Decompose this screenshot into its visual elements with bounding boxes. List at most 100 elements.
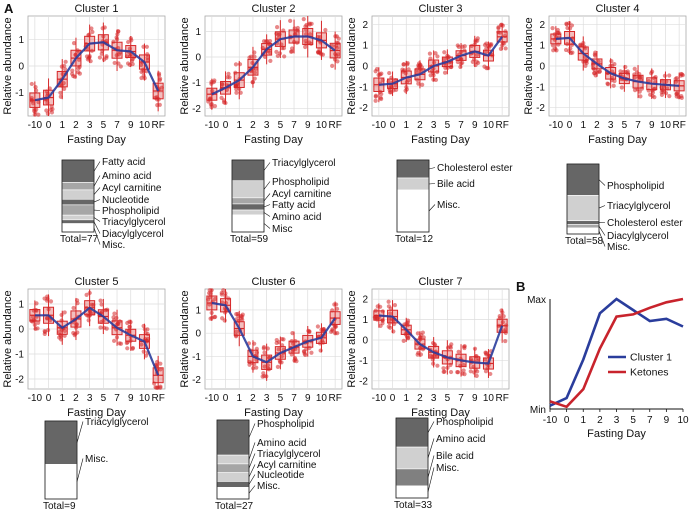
data-point [139, 342, 144, 347]
data-point [303, 24, 308, 29]
leader-line [76, 421, 84, 443]
leader-line [427, 455, 435, 478]
data-point [70, 71, 75, 76]
data-point [333, 324, 339, 329]
leader-line [598, 225, 606, 236]
data-point [62, 310, 67, 315]
x-tick-label: 3 [87, 393, 93, 404]
composition-segment [566, 195, 600, 222]
data-point [568, 46, 573, 51]
data-point [76, 57, 82, 62]
data-point [139, 75, 144, 81]
data-point [417, 63, 422, 69]
x-tick-label: 9 [128, 393, 134, 404]
composition-label: Misc. [437, 200, 460, 211]
composition-label: Acyl carnitine [257, 460, 317, 471]
composition-segment [396, 159, 430, 179]
data-point [334, 306, 340, 311]
data-point [279, 336, 285, 342]
data-point [275, 53, 280, 59]
data-point [679, 95, 684, 101]
composition-outline [396, 159, 430, 233]
y-tick-label: 0 [18, 62, 24, 73]
composition-segment [396, 189, 430, 233]
data-point [593, 53, 598, 58]
data-point [462, 372, 467, 377]
data-point [97, 55, 102, 60]
x-axis-label: Fasting Day [588, 134, 647, 146]
composition-segment [61, 214, 95, 221]
composition-label: Fatty acid [272, 200, 315, 211]
x-tick-label: 9 [305, 393, 311, 404]
data-point [84, 292, 89, 297]
data-point [125, 346, 130, 351]
data-point [554, 48, 559, 53]
data-point [461, 362, 466, 368]
composition-label: Diacylglycerol [607, 231, 669, 242]
x-tick-label: RF [328, 120, 341, 131]
x-tick-label: 0 [46, 120, 52, 131]
data-point [111, 338, 117, 343]
data-point [373, 69, 378, 74]
data-point [563, 47, 569, 53]
composition-bar: Phospholipid Triacylglycerol Cholesterol e… [565, 163, 683, 253]
data-point [125, 61, 131, 66]
x-axis-label: Fasting Day [244, 407, 303, 419]
x-tick-label: 1 [403, 120, 409, 131]
composition-label: Misc. [607, 242, 630, 253]
data-point [130, 62, 135, 67]
panel-label-a: A [4, 1, 14, 16]
data-point [386, 299, 391, 304]
trend-line [211, 35, 336, 96]
y-tick-label: 0 [195, 329, 201, 340]
data-point [288, 18, 293, 23]
data-point [442, 56, 447, 62]
x-tick-label: 5 [101, 393, 107, 404]
data-point [315, 324, 320, 329]
composition-label: Misc. [102, 240, 125, 251]
data-point [30, 314, 36, 320]
data-point [252, 76, 257, 81]
data-point [321, 327, 326, 332]
data-point [483, 49, 489, 55]
composition-label: Acyl carnitine [272, 189, 332, 200]
leader-line [248, 442, 256, 460]
data-point [262, 364, 267, 369]
data-point [380, 321, 385, 326]
data-point [461, 344, 467, 349]
composition-segment [216, 486, 250, 500]
data-point [307, 40, 312, 45]
data-point [158, 361, 163, 366]
composition-segment [44, 420, 78, 465]
x-tick-label: 5 [445, 120, 451, 131]
composition-label: Triacylglycerol [272, 158, 336, 169]
composition-label: Phospholipid [102, 206, 159, 217]
data-point [483, 357, 488, 362]
leader-line [248, 423, 256, 438]
data-point [223, 300, 229, 306]
x-tick-label: 10 [139, 120, 151, 131]
data-point [405, 320, 410, 325]
data-point [114, 315, 119, 320]
data-point [387, 87, 392, 93]
data-point [213, 296, 218, 302]
data-point [652, 95, 657, 100]
x-axis-label: Fasting Day [67, 134, 126, 146]
x-tick-label: 10 [660, 120, 672, 131]
x-tick-label: 3 [608, 120, 614, 131]
x-tick-label: 3 [431, 393, 437, 404]
x-tick-label: -10 [205, 120, 220, 131]
data-point [584, 60, 589, 66]
composition-label: Phospholipid [257, 419, 314, 430]
x-tick-label: 10 [483, 393, 495, 404]
data-point [295, 25, 300, 31]
x-tick-label: 7 [114, 120, 120, 131]
data-point [334, 34, 340, 39]
data-point [49, 110, 55, 115]
data-point [316, 50, 321, 55]
leader-line [427, 421, 435, 433]
y-tick-label: 1 [539, 41, 545, 52]
data-point [261, 346, 266, 351]
